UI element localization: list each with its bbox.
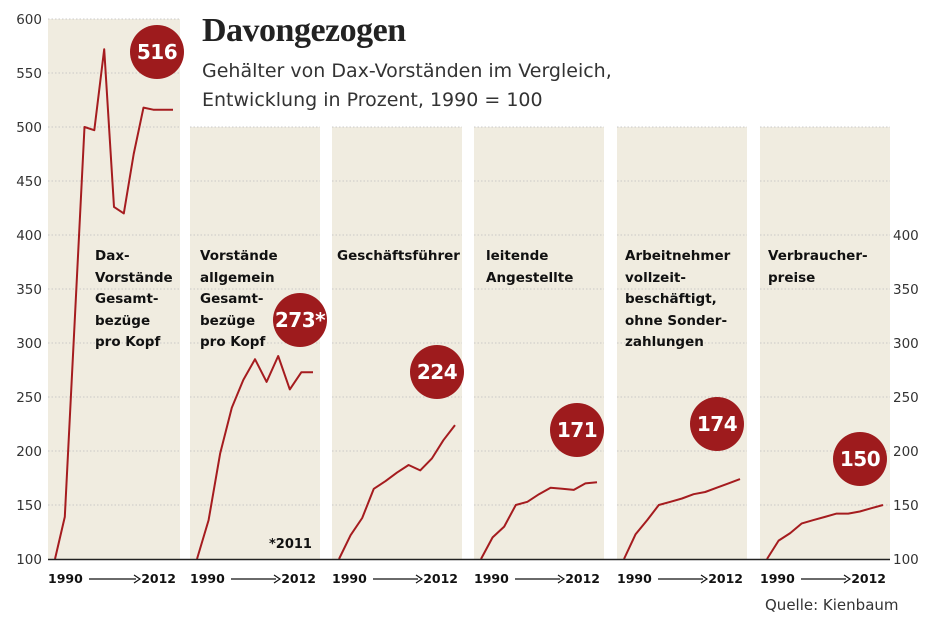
panel-background [332,127,462,559]
y-tick-label-right: 100 [893,552,919,568]
x-tick-label-start: 1990 [190,571,225,586]
x-arrow-head [700,574,709,584]
series-line [338,424,456,560]
y-tick-label: 100 [16,552,42,568]
footnote: *2011 [269,537,312,552]
x-tick-label-start: 1990 [332,571,367,586]
x-tick-label-start: 1990 [48,571,83,586]
value-badge: 273* [273,293,327,347]
subtitle-line-2: Entwicklung in Prozent, 1990 = 100 [202,89,543,111]
panel-label: Arbeitnehmer vollzeit- beschäftigt, ohne… [625,248,731,350]
series-line [196,355,313,560]
chart-subtitle: Gehälter von Dax-Vorständen im Vergleich… [202,57,722,115]
panel-label: Vorstände allgemein Gesamt- bezüge pro K… [200,248,278,350]
y-tick-label-right: 400 [893,228,919,244]
x-arrow-head [133,574,142,584]
data-lines [54,48,884,560]
panel-background [760,127,890,559]
x-arrow-head [415,574,424,584]
y-tick-label: 500 [16,120,42,136]
series-line [480,481,598,560]
value-badge: 516 [130,25,184,79]
axes [48,558,890,584]
y-tick-label: 400 [16,228,42,244]
value-badge: 224 [410,345,464,399]
y-tick-label: 350 [16,282,42,298]
x-tick-label-end: 2012 [565,571,600,586]
x-tick-label-end: 2012 [281,571,316,586]
series-line [54,48,173,560]
y-tick-label-right: 250 [893,390,919,406]
y-tick-label-right: 150 [893,498,919,514]
x-arrow-head [557,574,566,584]
x-tick-label-start: 1990 [760,571,795,586]
x-tick-label-start: 1990 [474,571,509,586]
y-tick-label-right: 350 [893,282,919,298]
y-tick-label: 600 [16,12,42,28]
x-arrow-head [273,574,282,584]
x-tick-label-end: 2012 [423,571,458,586]
y-tick-label-right: 200 [893,444,919,460]
x-tick-label-end: 2012 [708,571,743,586]
y-tick-label: 300 [16,336,42,352]
panel-label: Dax- Vorstände Gesamt- bezüge pro Kopf [95,248,173,350]
gridlines [48,18,890,506]
value-badge: 174 [690,397,744,451]
x-tick-label-end: 2012 [851,571,886,586]
y-tick-label: 550 [16,66,42,82]
x-arrow-head [843,574,852,584]
panel-label: Verbraucher- preise [768,248,868,286]
y-tick-label: 200 [16,444,42,460]
y-tick-label: 450 [16,174,42,190]
value-badge: 171 [550,403,604,457]
chart-title: Davongezogen [202,12,406,49]
y-tick-label-right: 300 [893,336,919,352]
series-line [766,504,884,560]
source-label: Quelle: Kienbaum [765,596,899,614]
y-tick-label: 250 [16,390,42,406]
value-badge: 150 [833,432,887,486]
panel-label: Geschäftsführer [337,248,460,264]
series-line [623,478,741,560]
tick-labels: 100 150 200 250 300 350 400 450 500 550 600 100 150 2… [16,12,919,586]
panel-label: leitende Angestellte [486,248,574,286]
x-tick-label-start: 1990 [617,571,652,586]
x-tick-label-end: 2012 [141,571,176,586]
subtitle-line-1: Gehälter von Dax-Vorständen im Vergleich… [202,60,612,82]
y-tick-label: 150 [16,498,42,514]
